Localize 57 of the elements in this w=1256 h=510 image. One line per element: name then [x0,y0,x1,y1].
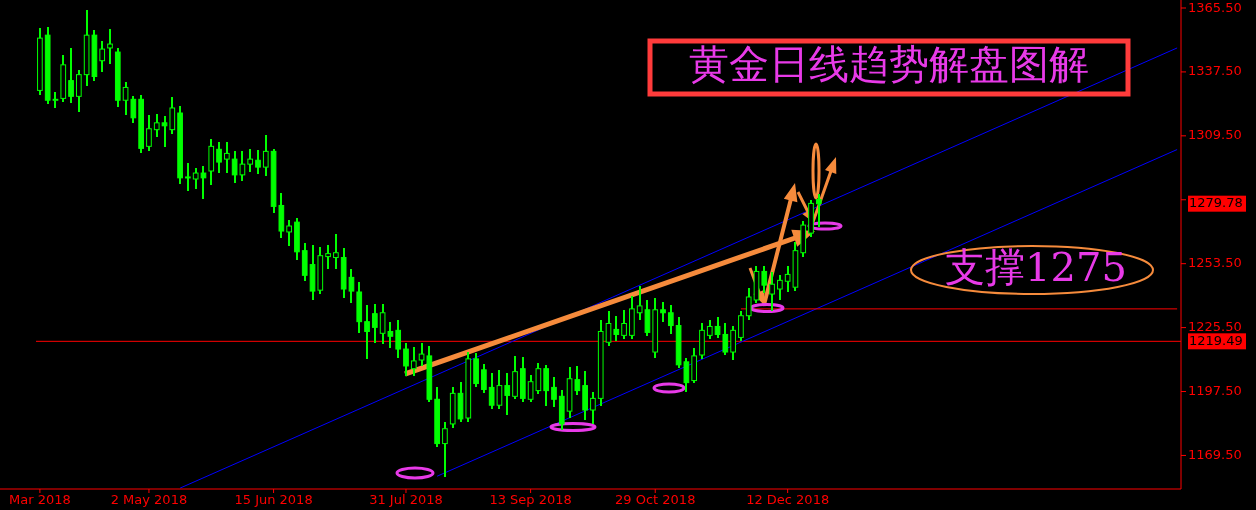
candlestick [325,243,331,271]
candlestick [153,112,160,138]
candlestick [403,342,409,377]
candlestick [551,375,557,409]
annotation: 支撑1275 [945,244,1127,290]
candlestick [68,46,74,105]
candlestick [730,324,736,362]
candlestick [395,318,402,359]
candlestick [605,309,612,348]
candlestick [255,149,261,175]
x-tick-label: 15 Jun 2018 [234,492,313,507]
candlestick [777,274,783,301]
x-tick-label: 29 Oct 2018 [615,492,696,507]
candlestick [364,303,370,360]
candlestick [286,219,292,247]
candlestick [146,113,152,153]
candlestick [107,28,113,65]
candlestick [247,148,254,173]
candlestick [224,140,230,175]
candlestick [333,233,339,271]
text: 黄金日线趋势解盘图解 [689,41,1089,87]
candlestick [185,162,191,192]
candlestick [481,362,487,395]
y-tick-label: 1337.50 [1188,63,1242,79]
ref-line-label: 1219.49 [1189,332,1243,348]
y-tick-label: 1365.50 [1188,0,1242,15]
x-tick-label: 31 Jul 2018 [369,492,443,507]
candlestick [504,371,511,417]
candlestick [543,363,550,408]
x-tick-label: Mar 2018 [9,492,71,507]
candlestick [442,420,448,479]
candlestick [769,271,775,312]
candlestick [410,346,417,377]
x-tick-label: 12 Dec 2018 [746,492,830,507]
candlestick [706,318,713,341]
candlestick [738,309,744,343]
candlestick [76,68,82,114]
x-tick-label: 13 Sep 2018 [489,492,572,507]
candlestick [590,391,596,425]
y-tick-label: 1225.50 [1188,319,1242,335]
candlestick [621,308,627,341]
candlestick [815,192,822,229]
candlestick [660,300,666,323]
y-tick-label: 1309.50 [1188,127,1242,143]
candlestick [667,303,674,336]
candlestick [99,40,106,73]
text: 1279.78 [1189,195,1243,211]
candlestick [371,302,378,345]
candlestick [761,265,768,295]
candlestick [262,133,269,178]
candlestick [745,287,752,321]
x-tick-label: 2 May 2018 [110,492,188,507]
y-tick-label: 1197.50 [1188,383,1242,399]
candlestick [216,140,222,175]
y-tick-label: 1169.50 [1188,446,1242,462]
candlestick [613,314,620,343]
y-tick-label: 1253.50 [1188,255,1242,271]
